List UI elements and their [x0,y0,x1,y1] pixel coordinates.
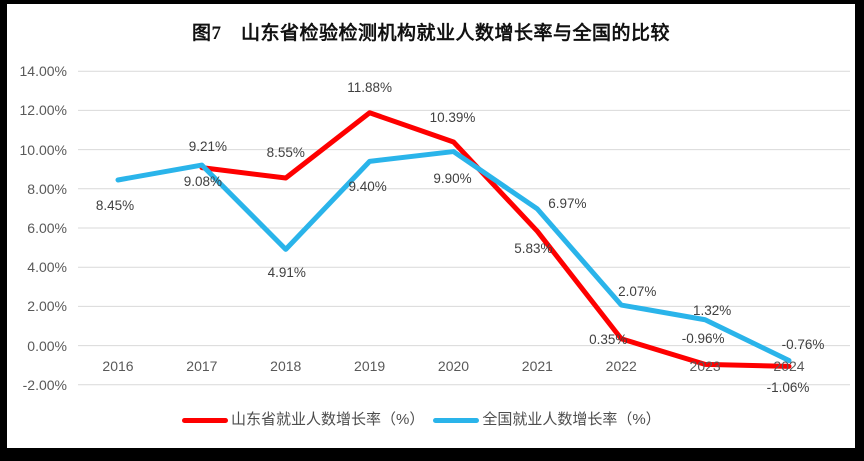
legend-label-national: 全国就业人数增长率（%） [482,411,661,428]
y-axis-tick-label: 8.00% [27,180,67,197]
x-axis-tick-label: 2016 [102,358,134,374]
x-axis-tick-label: 2019 [354,358,386,374]
x-axis-tick-label: 2022 [605,358,637,374]
data-label-national-2018: 4.91% [267,265,306,281]
data-label-shandong-2022: 0.35% [589,331,628,347]
x-axis-tick-label: 2018 [270,358,302,374]
data-label-national-2022: 2.07% [618,284,657,300]
chart-title: 图7 山东省检验检测机构就业人数增长率与全国的比较 [191,23,670,44]
data-label-national-2019: 9.40% [348,179,387,195]
chart-figure: 图7 山东省检验检测机构就业人数增长率与全国的比较 14.00% 12.00% 10… [7,4,855,448]
data-label-shandong-2020: 10.39% [429,109,476,125]
y-axis-tick-label: 2.00% [27,298,67,315]
legend-swatch-shandong-line [182,417,228,423]
x-axis-tick-label: 2023 [689,358,721,374]
x-axis-tick-label: 2021 [521,358,553,374]
x-axis-tick-label: 2017 [186,358,218,374]
x-axis-tick-label: 2024 [773,358,805,374]
data-label-shandong-2023: -0.96% [681,331,725,347]
legend-swatch-national-line [433,417,480,423]
data-label-national-2021: 6.97% [548,195,587,211]
data-label-national-2016: 8.45% [95,197,135,213]
legend-item-shandong: 山东省就业人数增长率（%） [182,412,424,428]
y-axis-tick-label: 0.00% [27,337,67,354]
data-label-shandong-2024: -1.06% [766,380,810,396]
series-line-national [115,149,792,363]
data-label-national-2017: 9.21% [188,139,228,155]
y-axis-tick-label: 14.00% [19,63,67,80]
series-line-shandong [199,110,792,369]
chart-legend: 山东省就业人数增长率（%） 全国就业人数增长率（%） [182,412,661,428]
data-label-shandong-2018: 8.55% [266,145,305,161]
data-label-shandong-2017: 9.08% [183,173,223,189]
data-label-national-2024: -0.76% [781,337,825,353]
legend-item-national: 全国就业人数增长率（%） [433,411,661,428]
y-axis-tick-label: 4.00% [27,259,67,276]
y-axis-tick-label: 12.00% [19,102,67,119]
data-label-national-2023: 1.32% [692,302,732,318]
data-label-shandong-2021: 5.83% [514,241,553,257]
x-axis-tick-label: 2020 [437,358,470,374]
y-axis-tick-label: 10.00% [19,141,67,158]
y-axis-tick-label: 6.00% [27,220,67,236]
legend-label-shandong: 山东省就业人数增长率（%） [231,411,425,428]
data-label-shandong-2019: 11.88% [347,79,393,95]
data-label-national-2020: 9.90% [433,170,472,186]
y-axis-tick-label: -2.00% [22,376,67,393]
